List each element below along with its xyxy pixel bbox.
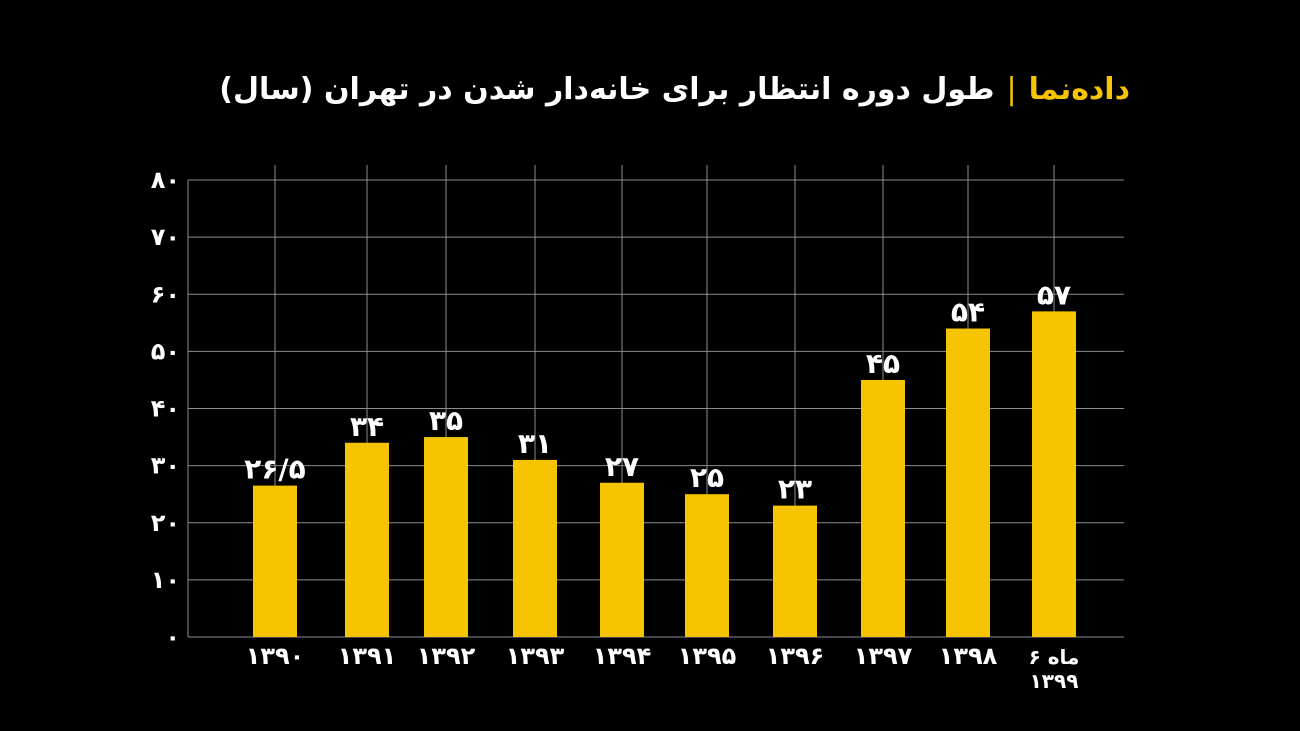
x-tick-label: ۱۳۹۵ xyxy=(678,642,737,670)
bar xyxy=(600,482,644,637)
bar-value-label: ۴۵ xyxy=(866,347,900,380)
bar xyxy=(345,442,389,637)
bar-value-label: ۵۷ xyxy=(1037,278,1071,311)
bar-value-label: ۲۶/۵ xyxy=(244,453,306,486)
x-tick-label: ۱۳۹۶ xyxy=(766,642,825,670)
bar xyxy=(424,437,468,637)
chart-header: داده‌نما | طول دوره انتظار برای خانه‌دار… xyxy=(219,72,1130,107)
bar xyxy=(861,379,905,637)
bar-value-label: ۳۵ xyxy=(429,404,463,437)
bar-value-label: ۵۴ xyxy=(951,296,985,329)
x-tick-label: ۱۳۹۳ xyxy=(506,642,565,670)
bar-value-label: ۲۵ xyxy=(690,461,724,494)
x-tick-label: ۱۳۹۸ xyxy=(939,642,998,670)
y-tick-label: ۴۰ xyxy=(151,395,180,423)
x-tick-label: ۱۳۹۱ xyxy=(338,642,397,670)
brand-label: داده‌نما xyxy=(1028,72,1130,107)
bars xyxy=(253,311,1076,637)
y-tick-label: ۸۰ xyxy=(151,166,180,194)
y-tick-label: ۰ xyxy=(165,623,180,651)
x-tick-label: ۱۳۹۴ xyxy=(593,642,652,670)
bar-value-label: ۲۷ xyxy=(605,450,639,483)
y-tick-label: ۷۰ xyxy=(151,223,180,251)
x-tick-label: ۱۳۹۰ xyxy=(246,642,305,670)
x-tick-label: ۱۳۹۷ xyxy=(854,642,913,670)
bar-value-label: ۳۴ xyxy=(350,410,384,443)
bar xyxy=(513,459,557,637)
bar xyxy=(773,505,817,637)
bar xyxy=(1032,311,1076,637)
y-tick-label: ۵۰ xyxy=(151,337,180,365)
bar-value-label: ۳۱ xyxy=(518,427,552,460)
x-tick-label: ۶ ماه xyxy=(1029,645,1080,669)
x-tick-label: ۱۳۹۹ xyxy=(1030,669,1079,693)
chart-title: طول دوره انتظار برای خانه‌دار شدن در تهر… xyxy=(219,72,995,107)
bar xyxy=(685,494,729,637)
y-tick-label: ۶۰ xyxy=(151,280,180,308)
y-tick-label: ۲۰ xyxy=(151,509,180,537)
bar xyxy=(946,328,990,637)
y-tick-label: ۳۰ xyxy=(151,452,180,480)
title-divider: | xyxy=(1006,72,1017,107)
bar xyxy=(253,485,297,637)
x-tick-label: ۱۳۹۲ xyxy=(417,642,476,670)
bar-value-label: ۲۳ xyxy=(778,473,812,506)
y-tick-label: ۱۰ xyxy=(151,566,180,594)
